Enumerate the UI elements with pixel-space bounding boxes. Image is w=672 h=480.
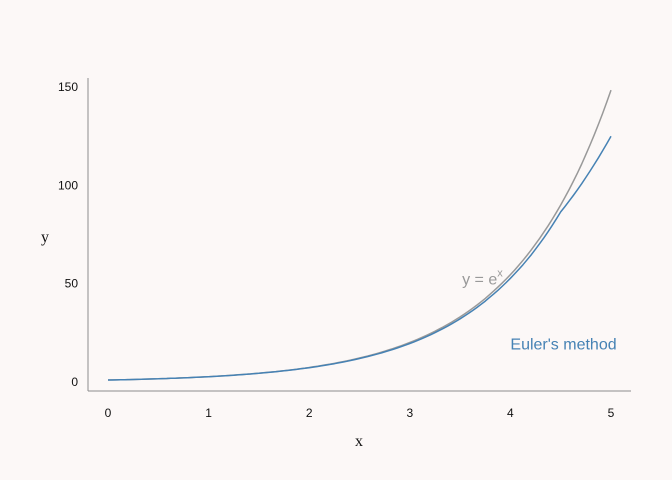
y-tick-label: 100 (58, 178, 78, 192)
x-tick-label: 0 (105, 406, 112, 420)
annotation-euler: Euler's method (510, 337, 616, 354)
x-axis-title: x (355, 433, 363, 450)
y-tick-label: 50 (65, 277, 79, 291)
annotation-text: y = e (462, 272, 497, 289)
y-tick-label: 150 (58, 80, 78, 94)
y-tick-label: 0 (71, 375, 78, 389)
x-tick-label: 2 (306, 406, 313, 420)
y-axis-ticks: 0 50 100 150 (58, 80, 78, 389)
series-line-euler (108, 135, 612, 381)
annotations: y = ex Euler's method (462, 268, 617, 354)
x-tick-label: 1 (205, 406, 212, 420)
series-lines (107, 89, 612, 381)
y-axis-title: y (41, 229, 49, 246)
x-axis-ticks: 0 1 2 3 4 5 (105, 406, 615, 420)
x-tick-label: 3 (406, 406, 413, 420)
annotation-superscript: x (497, 268, 503, 280)
annotation-exact: y = ex (462, 268, 503, 289)
axes (87, 78, 631, 392)
x-tick-label: 4 (507, 406, 514, 420)
x-tick-label: 5 (608, 406, 615, 420)
